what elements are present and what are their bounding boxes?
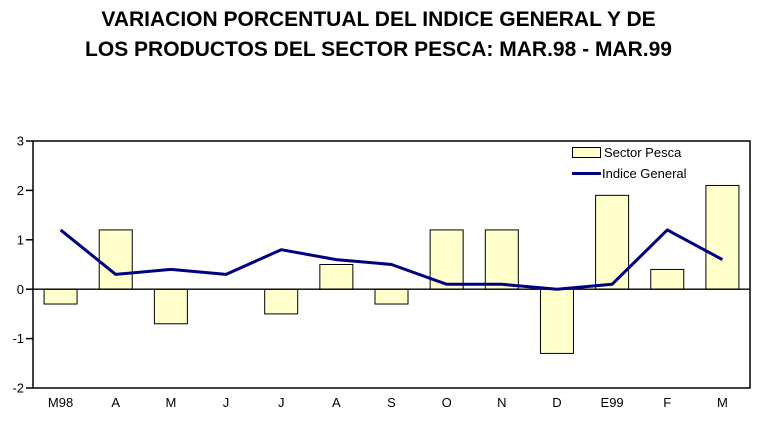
legend-label-sector-pesca: Sector Pesca	[604, 144, 682, 160]
legend-item-sector-pesca: Sector Pesca	[572, 144, 687, 160]
bar-M-2	[153, 288, 188, 325]
y-tick-label: -2	[12, 381, 24, 396]
bar-M98-0	[43, 288, 78, 305]
x-tick-label-11: F	[663, 395, 671, 410]
plot-border	[32, 140, 751, 389]
y-tick-label: 0	[17, 282, 24, 297]
bar-M-12	[705, 184, 740, 290]
x-tick-label-0: M98	[48, 395, 73, 410]
x-tick-label-8: N	[497, 395, 506, 410]
x-tick-label-10: E99	[601, 395, 624, 410]
chart-title: VARIACION PORCENTUAL DEL INDICE GENERAL …	[0, 5, 757, 65]
bar-N-8	[484, 229, 519, 290]
y-tick-label: 2	[17, 183, 24, 198]
x-tick-label-12: M	[717, 395, 728, 410]
bar-S-6	[374, 288, 409, 305]
x-tick-label-7: O	[442, 395, 452, 410]
legend-item-indice-general: Indice General	[572, 165, 687, 181]
x-tick-label-4: J	[278, 395, 285, 410]
bar-A-1	[98, 229, 133, 290]
y-tick-label: 3	[17, 134, 24, 149]
y-tick-label: -1	[12, 331, 24, 346]
x-tick-label-3: J	[223, 395, 230, 410]
indice-general-line	[59, 228, 724, 291]
y-tick-label: 1	[17, 232, 24, 247]
line-swatch-icon	[572, 171, 601, 175]
bar-A-5	[319, 264, 354, 290]
bar-J-4	[264, 288, 299, 315]
x-tick-label-9: D	[552, 395, 561, 410]
legend: Sector Pesca Indice General	[572, 144, 687, 181]
legend-label-indice-general: Indice General	[602, 165, 687, 181]
bar-E99-10	[595, 194, 630, 290]
chart-title-line1: VARIACION PORCENTUAL DEL INDICE GENERAL …	[101, 8, 656, 31]
x-tick-label-2: M	[165, 395, 176, 410]
x-tick-label-6: S	[387, 395, 396, 410]
x-tick-label-1: A	[111, 395, 120, 410]
bar-F-11	[650, 268, 685, 290]
x-tick-label-5: A	[332, 395, 341, 410]
chart-title-line2: LOS PRODUCTOS DEL SECTOR PESCA: MAR.98 -…	[85, 38, 672, 61]
bar-D-9	[539, 288, 574, 354]
bar-swatch-icon	[572, 146, 601, 158]
